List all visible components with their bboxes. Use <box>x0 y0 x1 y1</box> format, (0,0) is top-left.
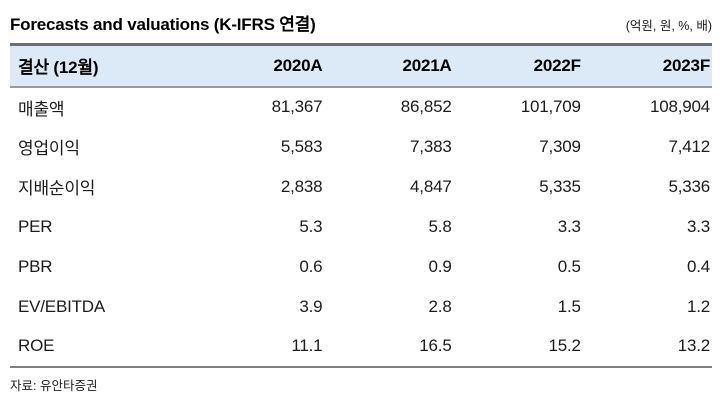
table-title-bar: Forecasts and valuations (K-IFRS 연결) (억원… <box>10 6 712 43</box>
cell-value: 5.3 <box>299 216 323 236</box>
row-label: PBR <box>18 256 53 276</box>
forecasts-valuations-table: 결산 (12월) 2020A 2021A 2022F 2023F 매출액 81,… <box>10 43 712 368</box>
cell-value: 3.3 <box>557 216 581 236</box>
row-label: 영업이익 <box>18 139 80 158</box>
table-row: 영업이익 5,583 7,383 7,309 7,412 <box>10 127 712 167</box>
header-fiscal-period: 결산 (12월) <box>18 58 99 78</box>
cell-value: 7,383 <box>410 136 452 156</box>
cell-value: 108,904 <box>649 97 710 116</box>
cell-value: 11.1 <box>291 336 323 355</box>
table-title: Forecasts and valuations (K-IFRS 연결) <box>10 15 316 34</box>
cell-value: 81,367 <box>271 97 323 116</box>
table-row: PER 5.3 5.8 3.3 3.3 <box>10 207 712 247</box>
cell-value: 15.2 <box>548 336 581 355</box>
cell-value: 101,709 <box>520 97 581 116</box>
table-header-row: 결산 (12월) 2020A 2021A 2022F 2023F <box>10 44 712 87</box>
cell-value: 4,847 <box>410 176 452 196</box>
cell-value: 0.6 <box>299 256 323 276</box>
cell-value: 5,583 <box>280 136 323 156</box>
units-note: (억원, 원, %, 배) <box>625 19 712 33</box>
cell-value: 7,309 <box>539 136 581 156</box>
cell-value: 5.8 <box>428 216 452 236</box>
source-note: 자료: 유안타증권 <box>10 378 98 393</box>
cell-value: 3.9 <box>299 296 323 316</box>
header-2020a: 2020A <box>273 55 323 75</box>
cell-value: 86,852 <box>400 97 452 116</box>
cell-value: 0.9 <box>428 256 452 276</box>
table-row: PBR 0.6 0.9 0.5 0.4 <box>10 247 712 287</box>
header-2021a: 2021A <box>402 55 452 75</box>
cell-value: 5,335 <box>539 176 581 196</box>
cell-value: 0.5 <box>557 256 581 276</box>
row-label: 지배순이익 <box>18 179 96 198</box>
cell-value: 1.5 <box>557 296 581 316</box>
header-2022f: 2022F <box>533 55 581 75</box>
cell-value: 16.5 <box>419 336 452 355</box>
cell-value: 3.3 <box>686 216 710 236</box>
row-label: 매출액 <box>18 99 65 119</box>
cell-value: 2.8 <box>428 296 452 316</box>
cell-value: 13.2 <box>677 336 710 355</box>
row-label: EV/EBITDA <box>18 296 106 316</box>
header-2023f: 2023F <box>662 55 710 75</box>
row-label: PER <box>18 216 53 236</box>
cell-value: 2,838 <box>280 176 323 196</box>
cell-value: 0.4 <box>686 256 710 276</box>
table-row: 매출액 81,367 86,852 101,709 108,904 <box>10 87 712 127</box>
cell-value: 7,412 <box>668 136 710 156</box>
table-row: EV/EBITDA 3.9 2.8 1.5 1.2 <box>10 287 712 327</box>
cell-value: 1.2 <box>686 296 710 316</box>
table-row: 지배순이익 2,838 4,847 5,335 5,336 <box>10 167 712 207</box>
table-row: ROE 11.1 16.5 15.2 13.2 <box>10 327 712 367</box>
row-label: ROE <box>18 336 55 355</box>
cell-value: 5,336 <box>668 176 710 196</box>
